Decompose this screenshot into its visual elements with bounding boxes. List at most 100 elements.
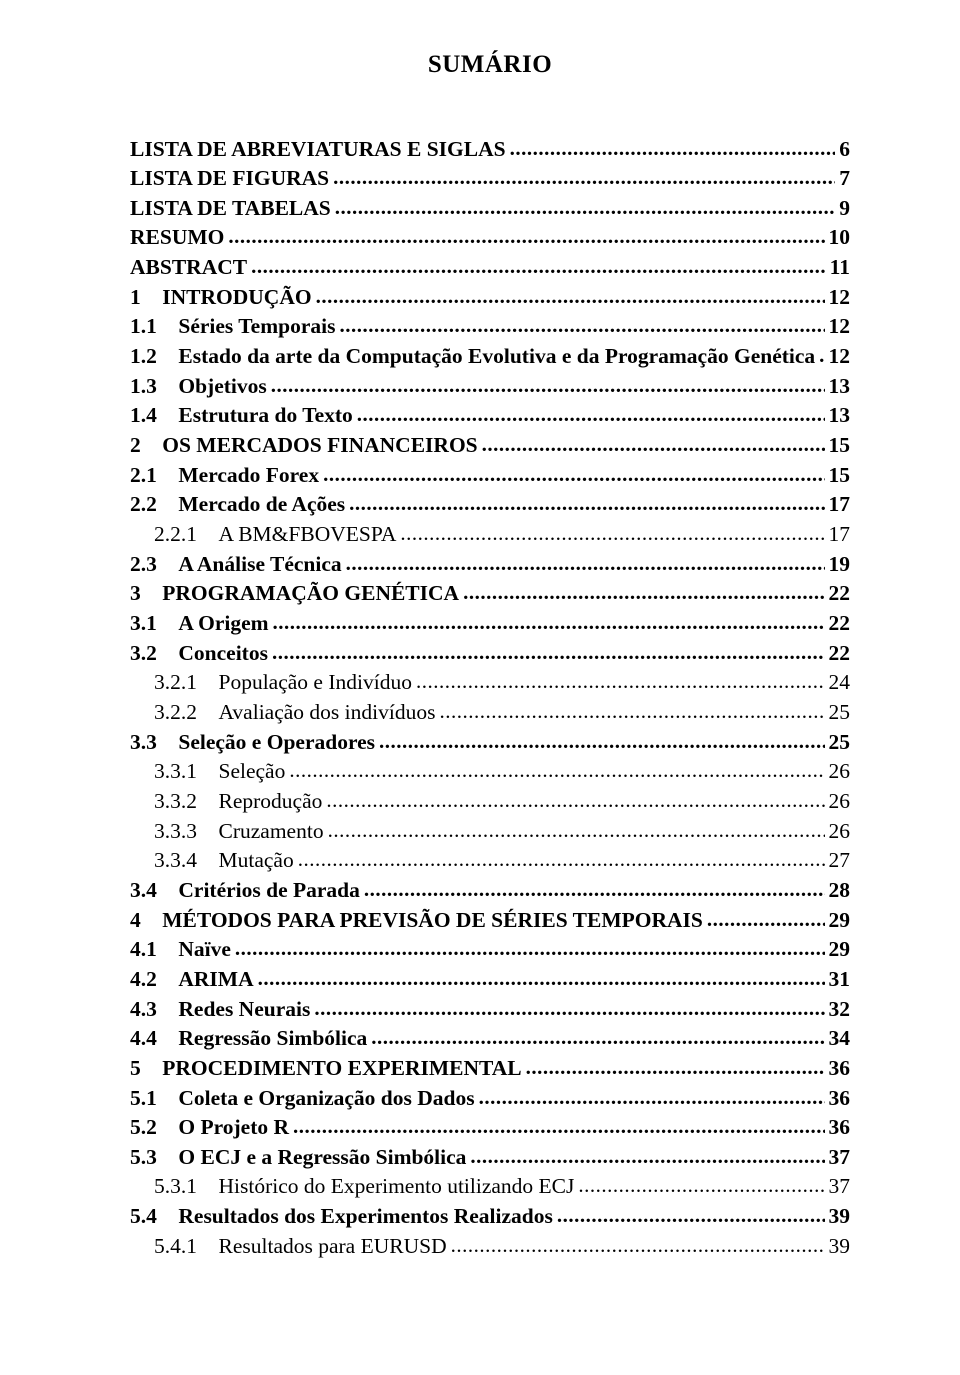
toc-entry-label: 2.2.1 A BM&FBOVESPA — [154, 520, 396, 550]
toc-entry: ABSTRACT 11 — [130, 253, 850, 283]
toc-leader-dots — [357, 400, 825, 429]
toc-entry-page: 19 — [829, 550, 851, 580]
toc-entry: 4.3 Redes Neurais 32 — [130, 995, 850, 1025]
toc-leader-dots — [349, 489, 824, 518]
toc-leader-dots — [479, 1083, 825, 1112]
toc-entry-label: 4.1 Naïve — [130, 935, 231, 965]
toc-entry: 3.1 A Origem 22 — [130, 609, 850, 639]
toc-entry-label: 2.3 A Análise Técnica — [130, 550, 342, 580]
toc-entry-label: 4.2 ARIMA — [130, 965, 254, 995]
toc-entry-page: 36 — [829, 1113, 851, 1143]
toc-entry: 2.2 Mercado de Ações 17 — [130, 490, 850, 520]
toc-entry: 5.4.1 Resultados para EURUSD 39 — [130, 1232, 850, 1262]
toc-entry-page: 36 — [829, 1054, 851, 1084]
toc-leader-dots — [510, 134, 836, 163]
toc-entry: 4 MÉTODOS PARA PREVISÃO DE SÉRIES TEMPOR… — [130, 906, 850, 936]
toc-entry: 5.1 Coleta e Organização dos Dados 36 — [130, 1084, 850, 1114]
toc-leader-dots — [271, 371, 825, 400]
toc-entry-page: 22 — [829, 639, 851, 669]
toc-entry-label: 3.3.1 Seleção — [154, 757, 285, 787]
toc-entry: 1.3 Objetivos 13 — [130, 372, 850, 402]
toc-entry: 2 OS MERCADOS FINANCEIROS 15 — [130, 431, 850, 461]
toc-entry-label: 2 OS MERCADOS FINANCEIROS — [130, 431, 478, 461]
toc-leader-dots — [470, 1142, 824, 1171]
toc-leader-dots — [273, 608, 825, 637]
toc-entry-page: 25 — [829, 728, 851, 758]
toc-entry: 3.4 Critérios de Parada 28 — [130, 876, 850, 906]
toc-entry-label: 3.3.4 Mutação — [154, 846, 294, 876]
toc-entry-label: 5.4 Resultados dos Experimentos Realizad… — [130, 1202, 553, 1232]
toc-entry-label: 5.3.1 Histórico do Experimento utilizand… — [154, 1172, 574, 1202]
toc-entry-label: 2.2 Mercado de Ações — [130, 490, 345, 520]
toc-entry-page: 15 — [829, 461, 851, 491]
toc-entry-label: 4 MÉTODOS PARA PREVISÃO DE SÉRIES TEMPOR… — [130, 906, 703, 936]
toc-entry-page: 39 — [829, 1232, 851, 1262]
toc-entry-page: 28 — [829, 876, 851, 906]
toc-entry-page: 12 — [829, 342, 851, 372]
toc-entry-label: RESUMO — [130, 223, 224, 253]
toc-entry-page: 12 — [829, 312, 851, 342]
toc-entry: 3.3.2 Reprodução 26 — [130, 787, 850, 817]
toc-entry-page: 15 — [829, 431, 851, 461]
toc-entry-page: 37 — [829, 1172, 851, 1202]
toc-entry: 3.2.2 Avaliação dos indivíduos 25 — [130, 698, 850, 728]
toc-entry-label: 3.3.2 Reprodução — [154, 787, 322, 817]
toc-entry-page: 6 — [839, 135, 850, 165]
toc-entry: 5.3.1 Histórico do Experimento utilizand… — [130, 1172, 850, 1202]
toc-entry: LISTA DE FIGURAS 7 — [130, 164, 850, 194]
toc-entry-label: 1.4 Estrutura do Texto — [130, 401, 353, 431]
document-page: SUMÁRIO LISTA DE ABREVIATURAS E SIGLAS 6… — [0, 0, 960, 1375]
toc-entry-label: 3 PROGRAMAÇÃO GENÉTICA — [130, 579, 459, 609]
toc-leader-dots — [251, 252, 826, 281]
toc-entry-page: 22 — [829, 609, 851, 639]
toc-leader-dots — [526, 1053, 825, 1082]
toc-entry-page: 13 — [829, 401, 851, 431]
toc-entry-label: ABSTRACT — [130, 253, 247, 283]
toc-entry-label: 1 INTRODUÇÃO — [130, 283, 312, 313]
toc-entry-page: 9 — [839, 194, 850, 224]
toc-leader-dots — [371, 1023, 824, 1052]
toc-entry-page: 13 — [829, 372, 851, 402]
toc-entry-label: 4.4 Regressão Simbólica — [130, 1024, 367, 1054]
toc-entry: 2.3 A Análise Técnica 19 — [130, 550, 850, 580]
toc-leader-dots — [326, 786, 824, 815]
toc-entry: 4.4 Regressão Simbólica 34 — [130, 1024, 850, 1054]
toc-entry-page: 26 — [829, 817, 851, 847]
toc-entry-label: 3.2.1 População e Indivíduo — [154, 668, 412, 698]
toc-entry-page: 17 — [829, 520, 851, 550]
toc-entry-label: 5.4.1 Resultados para EURUSD — [154, 1232, 447, 1262]
toc-leader-dots — [482, 430, 825, 459]
toc-entry-label: 1.3 Objetivos — [130, 372, 267, 402]
toc-leader-dots — [314, 994, 824, 1023]
toc-entry: 3.3.3 Cruzamento 26 — [130, 817, 850, 847]
toc-entry: 3.3.1 Seleção 26 — [130, 757, 850, 787]
toc-entry-label: 5 PROCEDIMENTO EXPERIMENTAL — [130, 1054, 522, 1084]
toc-entry-label: 1.2 Estado da arte da Computação Evoluti… — [130, 342, 815, 372]
toc-entry-page: 26 — [829, 787, 851, 817]
toc-entry: 2.2.1 A BM&FBOVESPA 17 — [130, 520, 850, 550]
toc-entry-page: 29 — [829, 906, 851, 936]
toc-leader-dots — [346, 549, 825, 578]
toc-entry-page: 29 — [829, 935, 851, 965]
toc-leader-dots — [463, 578, 824, 607]
toc-entry: 5.3 O ECJ e a Regressão Simbólica 37 — [130, 1143, 850, 1173]
table-of-contents: LISTA DE ABREVIATURAS E SIGLAS 6LISTA DE… — [130, 135, 850, 1262]
toc-entry-page: 24 — [829, 668, 851, 698]
toc-leader-dots — [416, 667, 825, 696]
toc-entry: 5.2 O Projeto R 36 — [130, 1113, 850, 1143]
toc-leader-dots — [707, 905, 825, 934]
toc-entry: 1.4 Estrutura do Texto 13 — [130, 401, 850, 431]
toc-entry-label: 3.1 A Origem — [130, 609, 269, 639]
toc-leader-dots — [293, 1112, 824, 1141]
toc-leader-dots — [328, 816, 825, 845]
toc-leader-dots — [323, 460, 824, 489]
toc-entry: 4.1 Naïve 29 — [130, 935, 850, 965]
toc-entry-label: LISTA DE FIGURAS — [130, 164, 329, 194]
toc-leader-dots — [316, 282, 825, 311]
toc-entry-page: 10 — [829, 223, 851, 253]
toc-leader-dots — [379, 727, 824, 756]
toc-entry-page: 11 — [830, 253, 850, 283]
toc-leader-dots — [439, 697, 824, 726]
toc-entry: 5.4 Resultados dos Experimentos Realizad… — [130, 1202, 850, 1232]
toc-entry: 3.3 Seleção e Operadores 25 — [130, 728, 850, 758]
